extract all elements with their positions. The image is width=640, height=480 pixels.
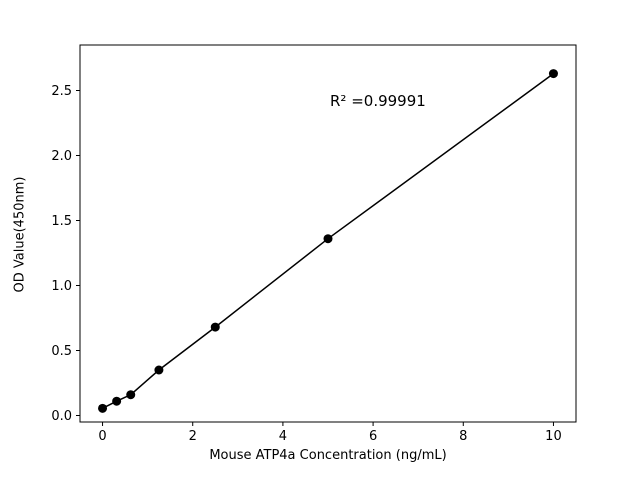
- data-point: [154, 365, 164, 375]
- x-axis-label: Mouse ATP4a Concentration (ng/mL): [209, 448, 447, 463]
- x-tick-label: 0: [98, 429, 106, 444]
- y-tick-label: 1.0: [51, 279, 72, 294]
- y-tick-label: 1.5: [51, 214, 72, 229]
- data-point: [112, 396, 122, 406]
- x-tick-label: 4: [279, 429, 287, 444]
- data-point: [548, 69, 558, 79]
- x-tick-label: 2: [189, 429, 197, 444]
- y-axis-label: OD Value(450nm): [12, 176, 28, 293]
- y-tick-label: 2.5: [51, 84, 72, 99]
- y-tick-label: 0.0: [51, 409, 72, 424]
- plot-frame: [79, 44, 577, 423]
- data-point: [98, 403, 108, 413]
- y-tick-label: 2.0: [51, 149, 72, 164]
- x-tick-label: 8: [459, 429, 467, 444]
- x-tick-label: 10: [545, 429, 562, 444]
- y-tick-label: 0.5: [51, 344, 72, 359]
- r-squared-annotation: R² =0.99991: [330, 92, 426, 110]
- data-point: [210, 322, 220, 332]
- data-point: [323, 234, 333, 244]
- data-point: [126, 390, 136, 400]
- x-tick-label: 6: [369, 429, 377, 444]
